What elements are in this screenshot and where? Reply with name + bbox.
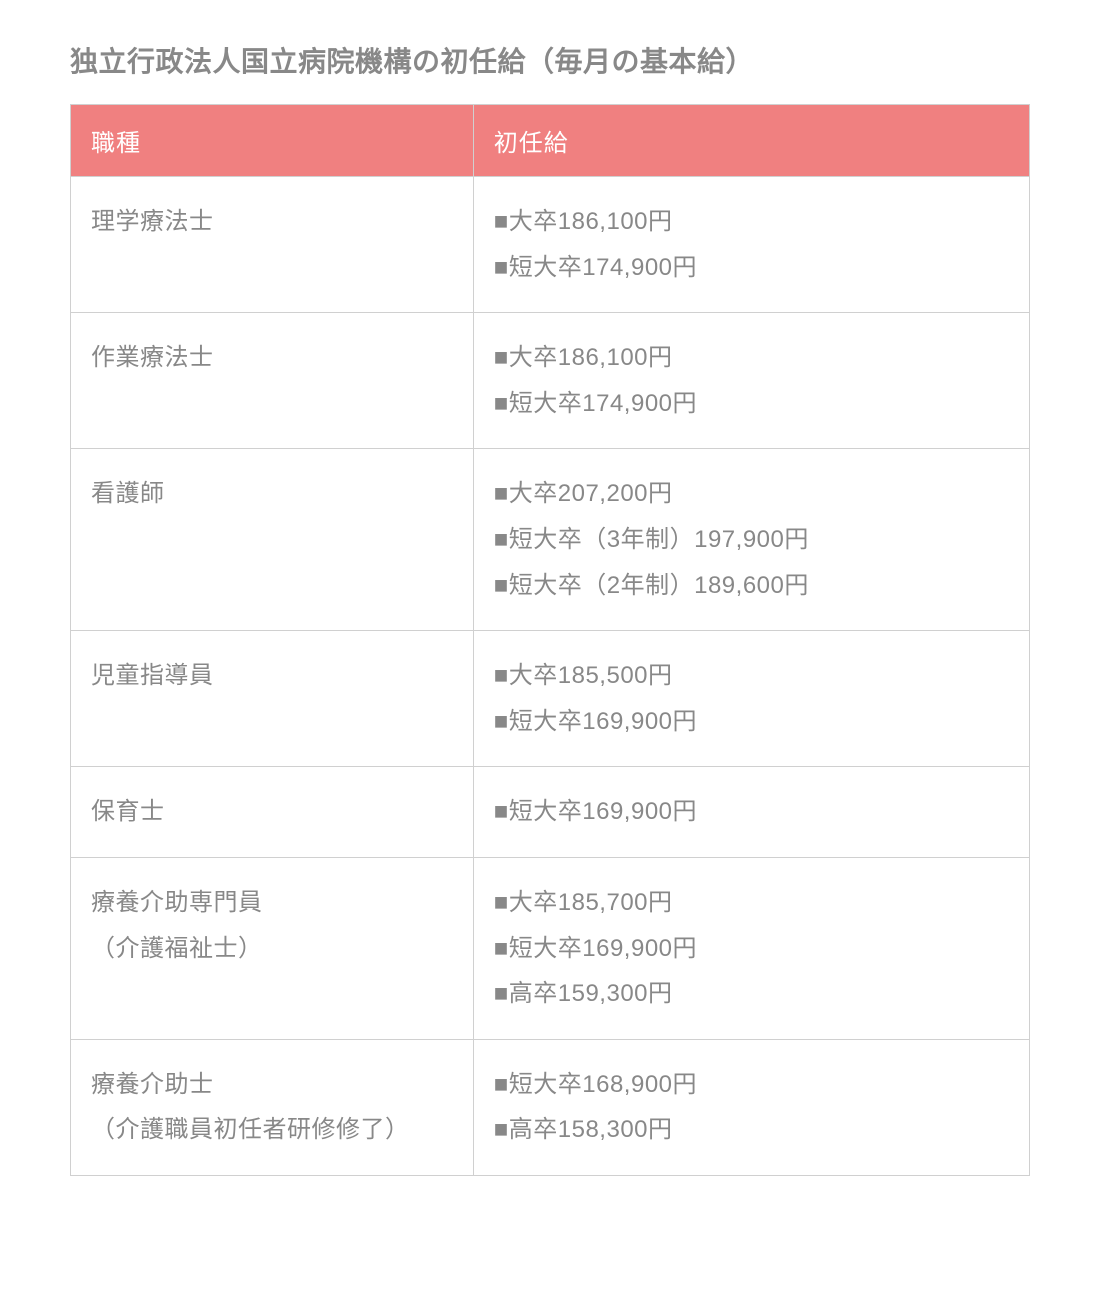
- job-line: （介護福祉士）: [91, 926, 453, 972]
- table-row: 児童指導員 ■大卒185,500円■短大卒169,900円: [71, 631, 1030, 767]
- salary-table: 職種 初任給 理学療法士■大卒186,100円■短大卒174,900円作業療法士…: [70, 104, 1030, 1176]
- salary-line: ■短大卒169,900円: [494, 789, 1009, 835]
- job-line: 療養介助士: [91, 1062, 453, 1108]
- column-header-salary: 初任給: [473, 105, 1029, 177]
- table-row: 看護師 ■大卒207,200円■短大卒（3年制）197,900円■短大卒（2年制）…: [71, 449, 1030, 631]
- salary-line: ■大卒186,100円: [494, 335, 1009, 381]
- salary-line: ■短大卒169,900円: [494, 926, 1009, 972]
- job-line: 作業療法士: [91, 335, 453, 381]
- salary-line: ■短大卒174,900円: [494, 381, 1009, 427]
- salary-cell: ■短大卒169,900円: [473, 767, 1029, 858]
- job-cell: 作業療法士: [71, 313, 474, 449]
- salary-cell: ■短大卒168,900円■高卒158,300円: [473, 1039, 1029, 1175]
- salary-line: ■短大卒168,900円: [494, 1062, 1009, 1108]
- table-body: 理学療法士■大卒186,100円■短大卒174,900円作業療法士■大卒186,…: [71, 177, 1030, 1176]
- table-row: 作業療法士 ■大卒186,100円■短大卒174,900円: [71, 313, 1030, 449]
- job-line: 看護師: [91, 471, 453, 517]
- job-line: 理学療法士: [91, 199, 453, 245]
- salary-line: ■短大卒169,900円: [494, 699, 1009, 745]
- table-row: 保育士 ■短大卒169,900円: [71, 767, 1030, 858]
- job-line: （介護職員初任者研修修了）: [91, 1107, 453, 1153]
- table-row: 療養介助士（介護職員初任者研修修了）■短大卒168,900円■高卒158,300…: [71, 1039, 1030, 1175]
- job-line: 児童指導員: [91, 653, 453, 699]
- salary-line: ■短大卒（3年制）197,900円: [494, 517, 1009, 563]
- job-cell: 保育士: [71, 767, 474, 858]
- salary-line: ■短大卒（2年制）189,600円: [494, 563, 1009, 609]
- job-line: 療養介助専門員: [91, 880, 453, 926]
- salary-line: ■大卒207,200円: [494, 471, 1009, 517]
- job-line: 保育士: [91, 789, 453, 835]
- salary-line: ■大卒186,100円: [494, 199, 1009, 245]
- page-title: 独立行政法人国立病院機構の初任給（毎月の基本給）: [70, 40, 1030, 80]
- salary-line: ■高卒159,300円: [494, 971, 1009, 1017]
- column-header-job: 職種: [71, 105, 474, 177]
- salary-line: ■大卒185,700円: [494, 880, 1009, 926]
- salary-line: ■高卒158,300円: [494, 1107, 1009, 1153]
- table-header-row: 職種 初任給: [71, 105, 1030, 177]
- job-cell: 療養介助士（介護職員初任者研修修了）: [71, 1039, 474, 1175]
- salary-cell: ■大卒185,500円■短大卒169,900円: [473, 631, 1029, 767]
- salary-cell: ■大卒186,100円■短大卒174,900円: [473, 177, 1029, 313]
- salary-cell: ■大卒185,700円■短大卒169,900円■高卒159,300円: [473, 857, 1029, 1039]
- salary-line: ■短大卒174,900円: [494, 245, 1009, 291]
- job-cell: 理学療法士: [71, 177, 474, 313]
- salary-cell: ■大卒207,200円■短大卒（3年制）197,900円■短大卒（2年制）189…: [473, 449, 1029, 631]
- salary-cell: ■大卒186,100円■短大卒174,900円: [473, 313, 1029, 449]
- salary-line: ■大卒185,500円: [494, 653, 1009, 699]
- job-cell: 児童指導員: [71, 631, 474, 767]
- job-cell: 療養介助専門員（介護福祉士）: [71, 857, 474, 1039]
- job-cell: 看護師: [71, 449, 474, 631]
- table-row: 理学療法士 ■大卒186,100円■短大卒174,900円: [71, 177, 1030, 313]
- table-row: 療養介助専門員（介護福祉士）■大卒185,700円■短大卒169,900円■高卒…: [71, 857, 1030, 1039]
